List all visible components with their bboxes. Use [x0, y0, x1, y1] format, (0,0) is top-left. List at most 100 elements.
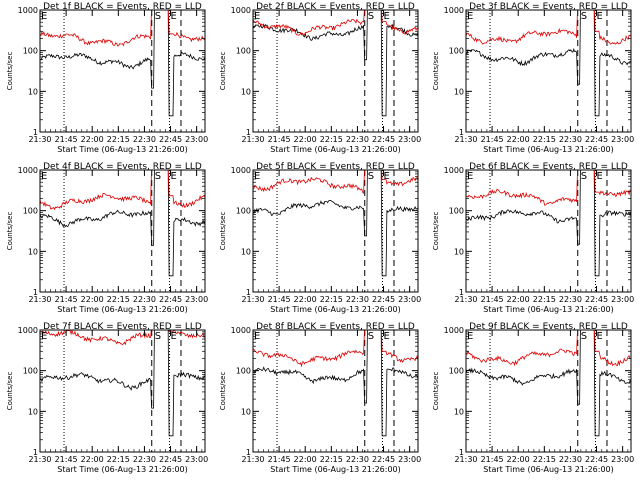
series-line-events — [465, 322, 632, 437]
x-tick-label: 22:00 — [507, 295, 530, 304]
y-tick-label: 1 — [33, 448, 38, 457]
y-tick-label: 1 — [33, 128, 38, 137]
x-tick-label: 23:00 — [611, 455, 634, 464]
x-tick-label: 21:30 — [28, 455, 51, 464]
series-line-lld — [39, 2, 206, 47]
y-axis-label: Counts/sec — [219, 212, 227, 251]
x-tick-label: 22:45 — [372, 455, 395, 464]
series-line-lld — [465, 2, 632, 45]
axes-frame — [39, 329, 206, 453]
x-tick-label: 22:15 — [107, 135, 130, 144]
x-tick-label: 22:45 — [585, 295, 608, 304]
start-marker-label: S — [368, 331, 374, 342]
x-tick-label: 22:15 — [107, 295, 130, 304]
end-marker-label: E — [596, 171, 602, 182]
y-tick-label: 100 — [449, 47, 464, 56]
x-tick-label: 22:45 — [372, 135, 395, 144]
y-tick-label: 1000 — [444, 326, 464, 335]
y-tick-label: 10 — [28, 87, 38, 96]
x-tick-label: 21:45 — [55, 455, 78, 464]
y-axis-label: Counts/sec — [432, 52, 440, 91]
y-axis-label: Counts/sec — [432, 212, 440, 251]
clip-mask-top — [251, 0, 420, 10]
x-axis-label: Start Time (06-Aug-13 21:26:00) — [483, 145, 614, 154]
x-tick-label: 22:00 — [294, 295, 317, 304]
y-tick-label: 1000 — [18, 166, 38, 175]
series-line-events — [252, 2, 419, 117]
series-line-events — [39, 162, 206, 277]
panel-det-8: Det 8f BLACK = Events, RED = LLD Counts/s… — [219, 318, 421, 474]
y-axis-label: Counts/sec — [6, 212, 14, 251]
end-marker-label: E — [170, 171, 176, 182]
y-tick-label: 1 — [459, 448, 464, 457]
start-marker-label: S — [368, 11, 374, 22]
panel-title-overlay: Det 7f BLACK = Events, RED = LLD — [43, 322, 202, 332]
y-axis-label: Counts/sec — [6, 372, 14, 411]
y-tick-label: 100 — [23, 47, 38, 56]
x-tick-label: 21:45 — [268, 295, 291, 304]
y-tick-label: 10 — [241, 87, 251, 96]
x-tick-label: 22:45 — [585, 455, 608, 464]
axes-frame — [465, 169, 632, 293]
panel-title-overlay: Det 6f BLACK = Events, RED = LLD — [469, 162, 628, 172]
series-line-lld — [39, 162, 206, 211]
series-line-lld — [465, 162, 632, 206]
y-tick-label: 10 — [28, 247, 38, 256]
clip-mask-top — [38, 0, 207, 10]
x-tick-label: 22:30 — [559, 455, 582, 464]
y-tick-label: 1 — [459, 288, 464, 297]
axes-frame — [465, 9, 632, 133]
x-tick-label: 21:45 — [481, 455, 504, 464]
clip-mask-top — [38, 318, 207, 330]
y-axis-label: Counts/sec — [432, 372, 440, 411]
x-tick-label: 22:30 — [133, 295, 156, 304]
x-axis-label: Start Time (06-Aug-13 21:26:00) — [270, 465, 401, 474]
series-line-lld — [465, 322, 632, 367]
x-tick-label: 21:30 — [28, 135, 51, 144]
y-tick-label: 10 — [28, 407, 38, 416]
y-axis-label: Counts/sec — [6, 52, 14, 91]
x-tick-label: 22:45 — [159, 135, 182, 144]
x-tick-label: 22:45 — [585, 135, 608, 144]
y-tick-label: 10 — [454, 87, 464, 96]
x-tick-label: 23:00 — [398, 295, 421, 304]
x-tick-label: 23:00 — [611, 295, 634, 304]
x-tick-label: 22:00 — [294, 455, 317, 464]
x-tick-label: 22:15 — [320, 295, 343, 304]
y-tick-label: 1000 — [444, 6, 464, 15]
end-marker-label: E — [596, 11, 602, 22]
corner-marker-label: E — [41, 331, 47, 342]
y-tick-label: 1000 — [231, 6, 251, 15]
x-tick-label: 22:30 — [346, 455, 369, 464]
panel-det-6: Det 6f BLACK = Events, RED = LLD Counts/s… — [432, 158, 634, 314]
x-tick-label: 21:45 — [55, 135, 78, 144]
panel-title-overlay: Det 2f BLACK = Events, RED = LLD — [256, 2, 415, 12]
x-tick-label: 21:45 — [268, 455, 291, 464]
corner-marker-label: E — [254, 171, 260, 182]
y-tick-label: 1 — [33, 288, 38, 297]
x-tick-label: 22:15 — [107, 455, 130, 464]
x-tick-label: 22:45 — [159, 295, 182, 304]
x-tick-label: 22:00 — [294, 135, 317, 144]
start-marker-label: S — [368, 171, 374, 182]
y-tick-label: 10 — [454, 407, 464, 416]
start-marker-label: S — [155, 171, 161, 182]
x-tick-label: 21:30 — [241, 295, 264, 304]
start-marker-label: S — [155, 331, 161, 342]
y-tick-label: 1000 — [231, 326, 251, 335]
panel-det-5: Det 5f BLACK = Events, RED = LLD Counts/s… — [219, 158, 421, 314]
clip-mask-top — [464, 0, 633, 10]
series-line-lld — [39, 322, 206, 346]
x-tick-label: 23:00 — [398, 135, 421, 144]
x-tick-label: 22:15 — [320, 455, 343, 464]
y-tick-label: 100 — [236, 207, 251, 216]
series-line-lld — [252, 2, 419, 36]
corner-marker-label: E — [254, 11, 260, 22]
panel-title-overlay: Det 5f BLACK = Events, RED = LLD — [256, 162, 415, 172]
x-axis-label: Start Time (06-Aug-13 21:26:00) — [483, 465, 614, 474]
y-tick-label: 1 — [246, 288, 251, 297]
x-tick-label: 23:00 — [611, 135, 634, 144]
axes-frame — [252, 9, 419, 133]
y-tick-label: 10 — [454, 247, 464, 256]
end-marker-label: E — [170, 331, 176, 342]
